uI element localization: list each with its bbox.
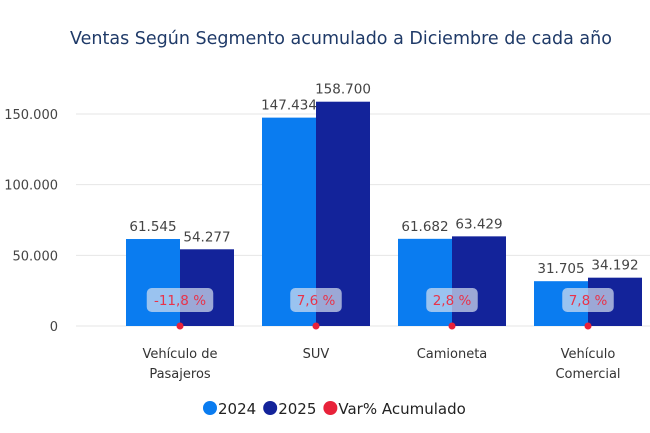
data-label: 54.277 (183, 229, 230, 245)
y-tick-label: 0 (50, 320, 58, 335)
var-label: -11,8 % (154, 293, 206, 309)
x-tick-label: Vehículo de (142, 347, 217, 362)
data-label: 63.429 (455, 216, 502, 232)
var-marker (176, 322, 184, 330)
var-label: 7,8 % (569, 293, 608, 309)
x-tick-label: Vehículo (561, 347, 616, 362)
x-tick-label: Camioneta (417, 347, 488, 362)
data-label: 158.700 (315, 82, 371, 98)
var-marker (584, 322, 592, 330)
var-label-box (290, 288, 342, 312)
var-label: 2,8 % (433, 293, 472, 309)
legend-marker (323, 401, 338, 415)
var-marker (312, 322, 320, 330)
x-tick-label: Comercial (555, 367, 620, 382)
bar-2025 (180, 249, 234, 326)
var-label-box (562, 288, 614, 312)
bar-2025 (452, 236, 506, 326)
data-label: 147.434 (261, 98, 317, 114)
data-label: 61.545 (129, 219, 176, 235)
x-tick-label: SUV (303, 347, 330, 362)
y-tick-label: 100.000 (4, 179, 58, 194)
chart-title: Ventas Según Segmento acumulado a Diciem… (70, 29, 612, 49)
legend-label: Var% Acumulado (338, 400, 465, 418)
data-label: 31.705 (537, 261, 584, 277)
legend-marker (203, 401, 217, 415)
var-marker (448, 322, 456, 330)
legend-label: 2024 (218, 400, 256, 418)
legend-label: 2025 (278, 400, 316, 418)
y-tick-label: 150.000 (4, 108, 58, 123)
y-tick-label: 50.000 (13, 249, 59, 264)
bar-2024 (126, 239, 180, 326)
bar-2024 (398, 238, 452, 326)
legend-marker (263, 401, 278, 415)
var-label-box (426, 288, 478, 312)
var-label-box (146, 288, 214, 312)
x-tick-label: Pasajeros (149, 367, 211, 382)
data-label: 34.192 (591, 258, 638, 274)
var-label: 7,6 % (297, 293, 336, 309)
data-label: 61.682 (401, 219, 448, 235)
